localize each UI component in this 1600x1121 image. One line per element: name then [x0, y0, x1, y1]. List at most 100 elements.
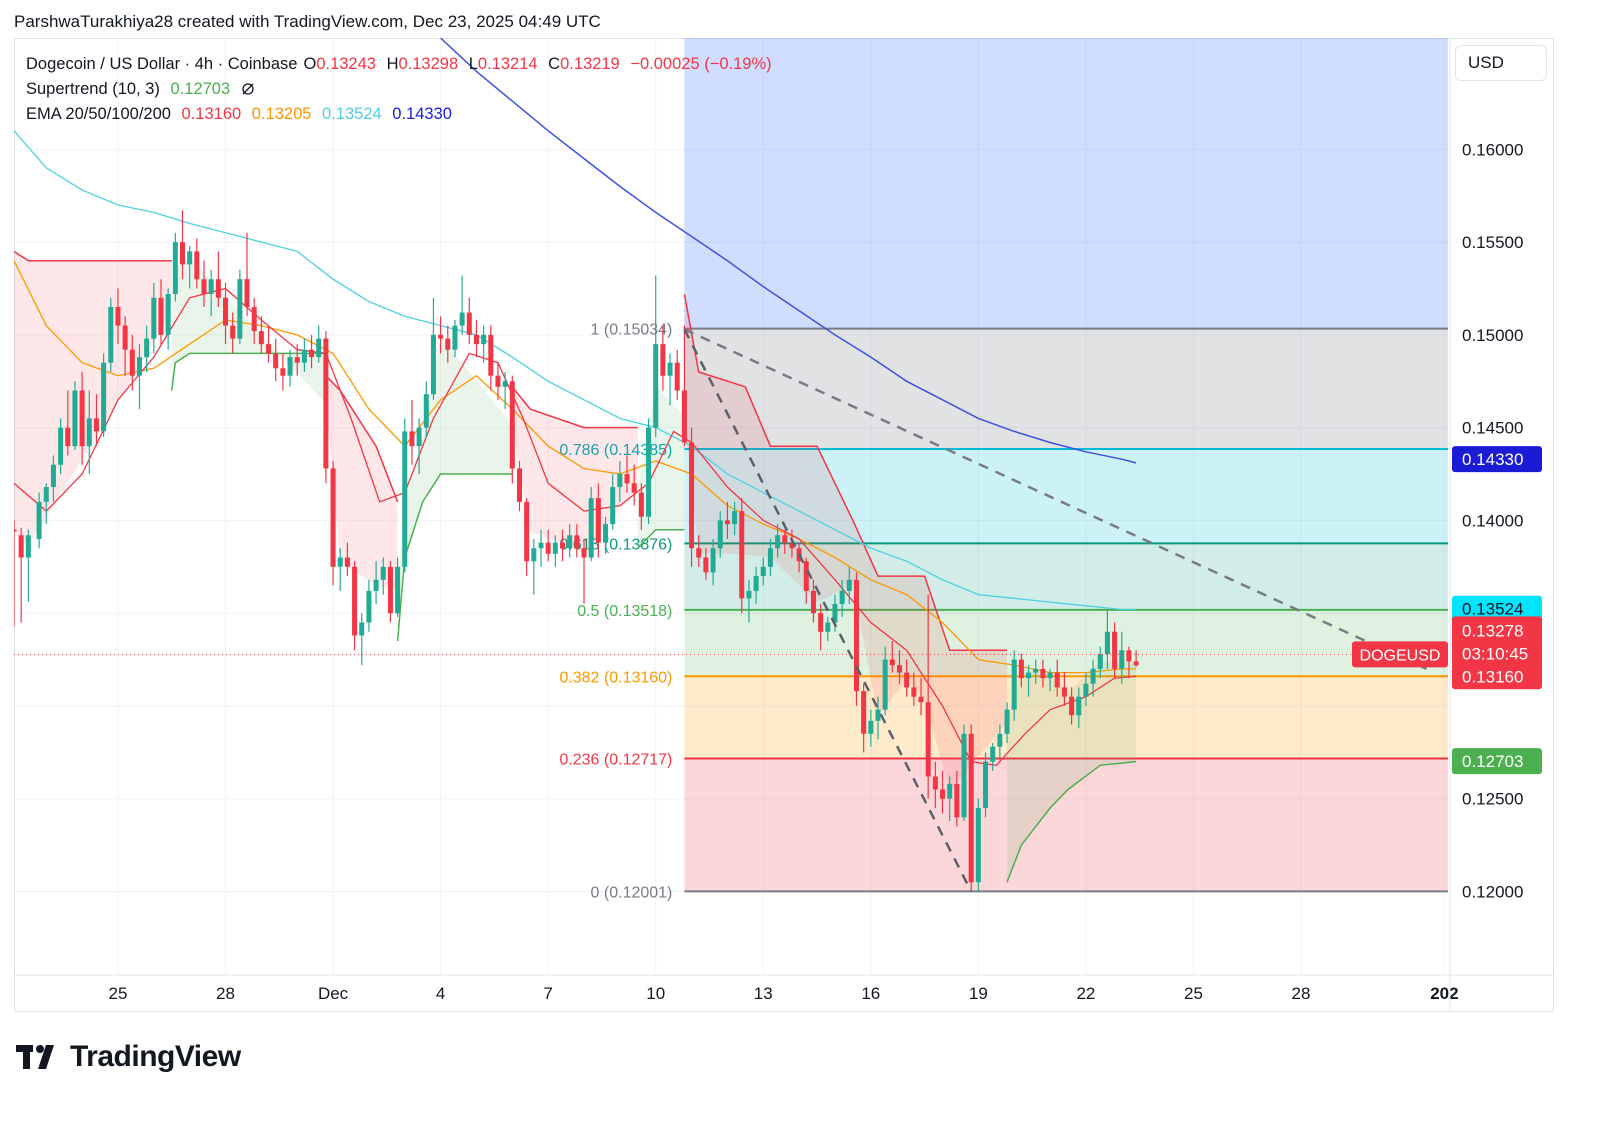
x-tick-label: 28 — [1292, 984, 1311, 1003]
fib-level-label: 0.382 (0.13160) — [559, 669, 672, 686]
candle-down — [896, 665, 903, 673]
supertrend-fill — [637, 385, 685, 549]
candle-down — [1069, 696, 1075, 716]
tradingview-logo[interactable]: TradingView — [16, 1040, 241, 1074]
candle-up — [983, 761, 989, 809]
candle-up — [36, 501, 42, 539]
candle-down — [230, 325, 236, 339]
candle-up — [366, 590, 372, 623]
ema-label: EMA 20/50/100/200 — [26, 105, 171, 123]
fib-zone — [684, 609, 1448, 677]
candle-up — [430, 334, 436, 395]
candle-down — [495, 375, 501, 387]
series-layer — [14, 38, 1428, 893]
candle-up — [710, 548, 716, 573]
supertrend-fill — [684, 294, 1007, 792]
y-tick-label: 0.16000 — [1462, 140, 1523, 159]
candle-down — [14, 529, 17, 532]
candle-up — [1004, 709, 1010, 734]
supertrend-down-line — [683, 293, 1007, 652]
candle-up — [144, 338, 150, 358]
supertrend-fill — [1007, 661, 1137, 883]
candle-down — [516, 468, 522, 502]
candle-down — [904, 672, 910, 688]
candle-up — [423, 394, 429, 428]
candle-up — [732, 511, 738, 525]
currency-selector[interactable]: USD — [1455, 45, 1547, 81]
fib-zone — [684, 328, 1448, 449]
x-tick-label: 202 — [1430, 984, 1458, 1003]
supertrend-fill — [512, 386, 638, 553]
symbol-title[interactable]: Dogecoin / US Dollar · 4h · Coinbase — [26, 55, 298, 73]
price-badge: 0.14330 — [1462, 450, 1523, 469]
price-badge: 0.13524 — [1462, 600, 1523, 619]
y-tick-label: 0.12500 — [1462, 790, 1523, 809]
candle-up — [316, 338, 322, 358]
change-value: −0.00025 (−0.19%) — [630, 55, 772, 73]
candle-up — [1090, 668, 1096, 684]
candle-up — [617, 474, 623, 488]
fib-level-label: 0.5 (0.13518) — [577, 603, 672, 620]
candle-up — [603, 524, 609, 543]
ema200-line — [440, 38, 1137, 464]
close-value: 0.13219 — [560, 55, 620, 73]
candle-up — [868, 720, 874, 734]
candle-up — [50, 464, 56, 488]
candle-down — [559, 542, 566, 549]
candle-up — [667, 362, 673, 376]
candle-up — [717, 520, 723, 549]
candle-up — [136, 357, 142, 376]
candle-down — [932, 776, 938, 790]
y-tick-label: 0.15000 — [1462, 326, 1523, 345]
candle-down — [1126, 650, 1132, 662]
x-tick-label: 10 — [646, 984, 665, 1003]
candle-up — [832, 603, 838, 623]
candle-down — [18, 535, 24, 558]
candle-up — [108, 307, 114, 363]
candle-up — [380, 566, 386, 580]
fib-zone — [684, 448, 1448, 544]
candle-up — [990, 746, 996, 762]
y-tick-label: 0.14500 — [1462, 419, 1523, 438]
candle-down — [223, 297, 229, 326]
candle-up — [760, 566, 766, 577]
candle-up — [72, 390, 78, 447]
open-label: O — [303, 55, 317, 73]
close-label: C — [548, 55, 561, 73]
candle-down — [65, 427, 71, 447]
candle-down — [330, 468, 336, 567]
x-tick-label: Dec — [318, 984, 349, 1003]
candle-down — [674, 362, 680, 391]
candle-down — [115, 307, 121, 326]
candle-up — [43, 487, 49, 502]
candle-down — [689, 442, 695, 549]
legend-ema-row[interactable]: EMA 20/50/100/200 0.13160 0.13205 0.1352… — [26, 102, 778, 127]
supertrend-fill — [397, 336, 513, 641]
ema50-value: 0.13205 — [251, 105, 312, 123]
candle-up — [502, 381, 508, 387]
ema50-line — [14, 260, 1137, 674]
candle-up — [746, 590, 752, 599]
x-tick-label: 19 — [969, 984, 988, 1003]
candle-up — [373, 579, 379, 591]
candle-up — [825, 622, 831, 632]
supertrend-up-line — [396, 473, 513, 642]
eye-off-icon[interactable] — [241, 79, 255, 95]
candle-down — [818, 613, 824, 632]
price-badge-bg — [1452, 595, 1542, 622]
candle-down — [201, 279, 207, 295]
supertrend-fill — [171, 257, 326, 404]
legend-supertrend-row[interactable]: Supertrend (10, 3) 0.12703 — [26, 77, 778, 102]
candle-up — [1026, 672, 1032, 679]
candle-down — [789, 542, 795, 549]
candle-up — [86, 418, 92, 447]
x-tick-label: 25 — [1184, 984, 1203, 1003]
fib-level-label: 1 (0.15034) — [591, 322, 673, 339]
candle-up — [208, 279, 214, 295]
candle-down — [803, 561, 809, 591]
candle-up — [1047, 672, 1053, 679]
candle-down — [696, 548, 702, 558]
fib-level-label: 0.236 (0.12717) — [559, 751, 672, 768]
candle-up — [997, 733, 1003, 747]
